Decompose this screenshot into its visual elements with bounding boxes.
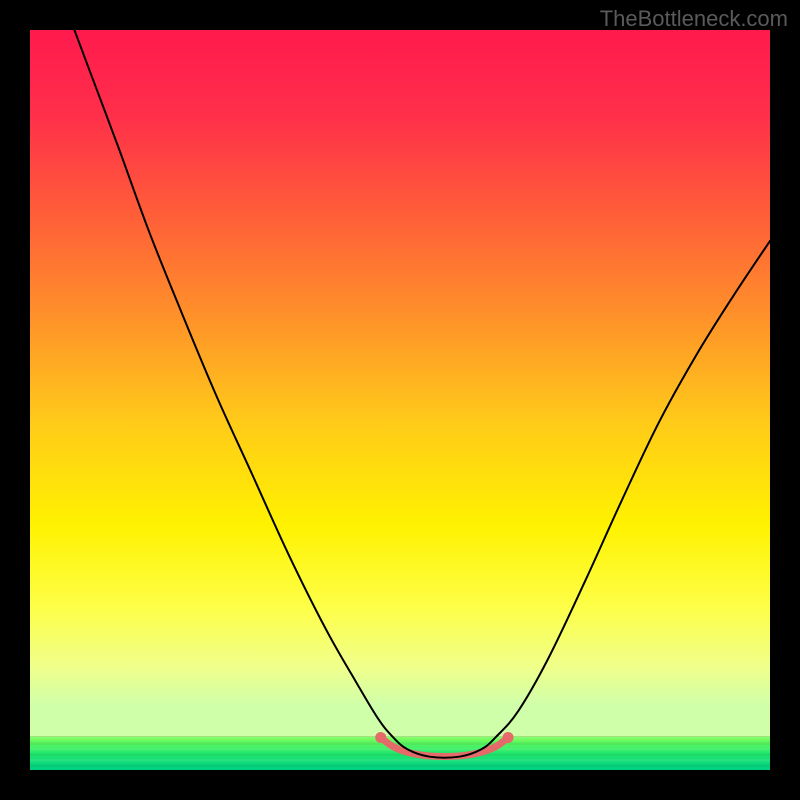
accent-curve (381, 737, 508, 756)
accent-cap-left (375, 732, 386, 743)
plot-area (30, 30, 770, 770)
watermark-text: TheBottleneck.com (600, 6, 788, 32)
main-curve (74, 30, 770, 758)
chart-curves (30, 30, 770, 770)
accent-cap-right (503, 732, 514, 743)
